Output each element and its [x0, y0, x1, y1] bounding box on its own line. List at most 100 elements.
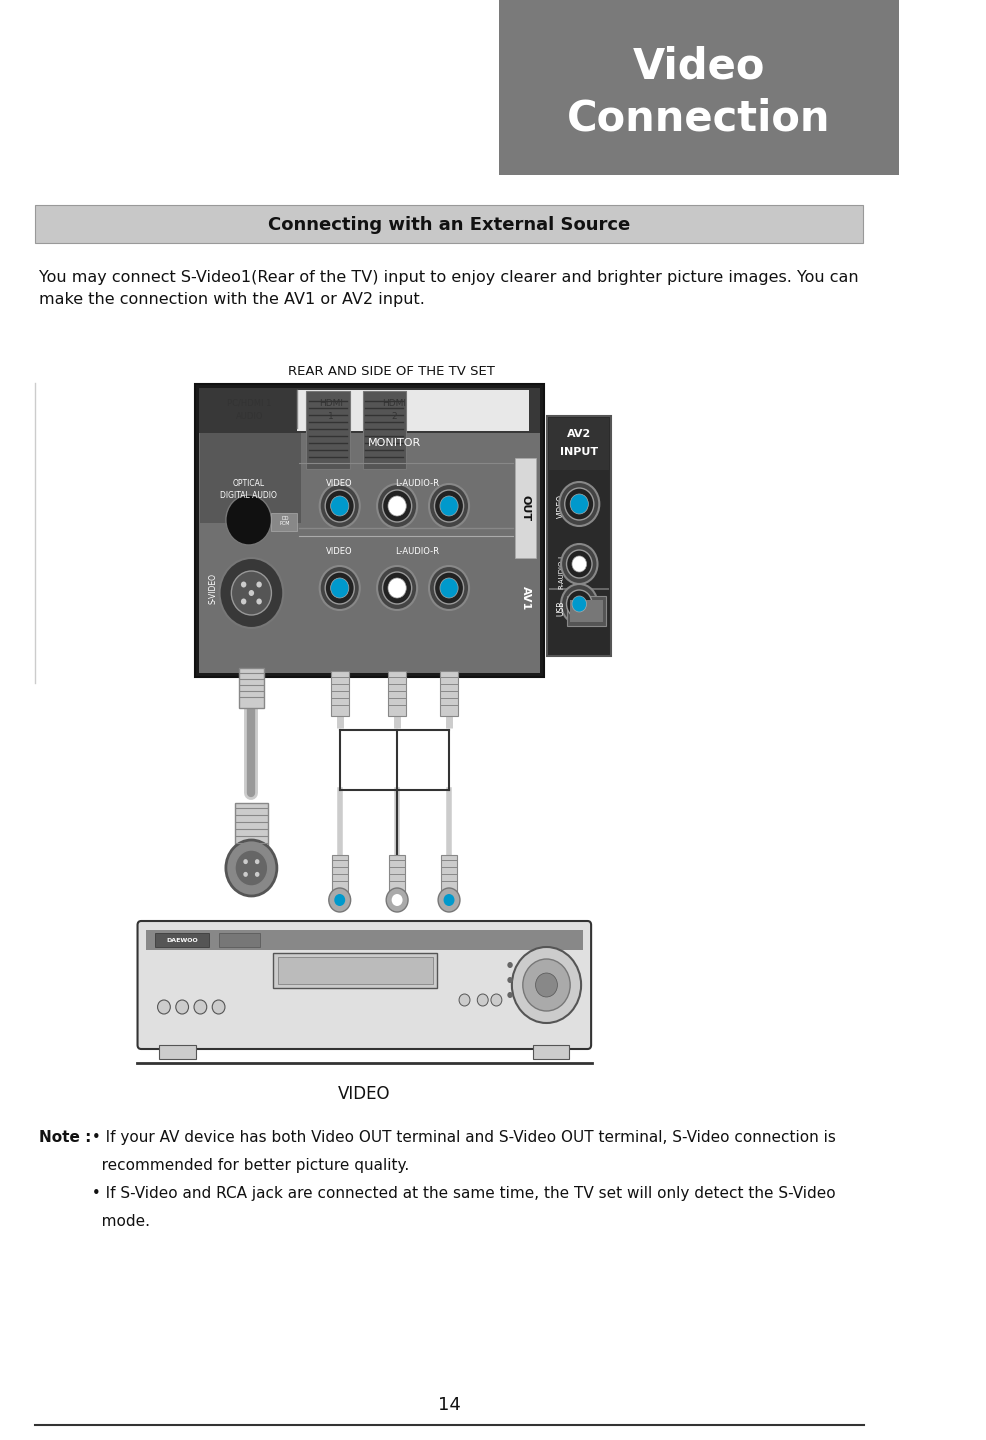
- Bar: [239, 668, 264, 708]
- Circle shape: [212, 999, 225, 1014]
- Circle shape: [194, 999, 206, 1014]
- Text: Video
Connection: Video Connection: [567, 46, 830, 140]
- Bar: [567, 596, 605, 626]
- Text: VIDEO: VIDEO: [338, 1084, 390, 1103]
- Circle shape: [256, 582, 261, 588]
- Bar: [330, 671, 348, 716]
- Text: AV1: AV1: [520, 586, 530, 611]
- Circle shape: [330, 495, 348, 516]
- Text: HDMI: HDMI: [318, 399, 342, 408]
- Text: L-AUDIO-R: L-AUDIO-R: [394, 478, 439, 488]
- Bar: [218, 933, 259, 948]
- Bar: [331, 855, 348, 893]
- Circle shape: [566, 590, 592, 618]
- Circle shape: [564, 488, 594, 520]
- Circle shape: [512, 948, 581, 1022]
- Circle shape: [440, 577, 458, 598]
- Circle shape: [507, 976, 513, 984]
- Bar: [306, 392, 349, 469]
- FancyBboxPatch shape: [137, 922, 591, 1048]
- Circle shape: [535, 973, 557, 996]
- Text: INPUT: INPUT: [560, 446, 598, 456]
- Bar: [387, 671, 406, 716]
- Text: VIDEO: VIDEO: [556, 494, 565, 518]
- Text: HDMI: HDMI: [382, 399, 406, 408]
- Circle shape: [235, 850, 267, 886]
- Circle shape: [231, 572, 271, 615]
- Bar: [570, 600, 602, 622]
- Circle shape: [244, 860, 247, 864]
- Text: L-AUDIO-R: L-AUDIO-R: [394, 547, 439, 556]
- Circle shape: [387, 577, 406, 598]
- Circle shape: [158, 999, 171, 1014]
- Text: OUT: OUT: [520, 495, 530, 521]
- Circle shape: [434, 490, 463, 523]
- Text: Note :: Note :: [39, 1130, 92, 1145]
- Text: AUDIO: AUDIO: [236, 412, 263, 420]
- Circle shape: [334, 894, 345, 906]
- Bar: [532, 1045, 569, 1058]
- Text: 1: 1: [327, 412, 333, 420]
- Text: Connecting with an External Source: Connecting with an External Source: [267, 216, 629, 235]
- Bar: [194, 384, 543, 677]
- Circle shape: [254, 860, 259, 864]
- Text: 14: 14: [437, 1395, 460, 1414]
- Circle shape: [458, 994, 469, 1007]
- Circle shape: [226, 840, 277, 896]
- Circle shape: [560, 544, 597, 585]
- Text: USB: USB: [556, 600, 565, 616]
- Circle shape: [386, 888, 407, 912]
- Bar: [146, 930, 583, 950]
- Text: MONITOR: MONITOR: [368, 438, 421, 448]
- Circle shape: [244, 871, 247, 877]
- Text: OPTICAL: OPTICAL: [233, 478, 264, 488]
- Text: DAEWOO: DAEWOO: [166, 937, 198, 943]
- Bar: [198, 433, 539, 672]
- Bar: [297, 390, 528, 431]
- Circle shape: [248, 590, 253, 596]
- Text: S-VIDEO: S-VIDEO: [208, 573, 217, 603]
- Circle shape: [319, 484, 360, 528]
- Circle shape: [566, 550, 592, 577]
- Circle shape: [383, 490, 411, 523]
- Circle shape: [383, 572, 411, 603]
- Text: VIDEO: VIDEO: [326, 478, 353, 488]
- Circle shape: [443, 894, 454, 906]
- Circle shape: [377, 566, 417, 611]
- Text: DD
PCM: DD PCM: [280, 516, 290, 527]
- Circle shape: [219, 557, 283, 628]
- Text: R-AUDIO-L: R-AUDIO-L: [557, 553, 563, 589]
- Bar: [441, 855, 457, 893]
- Circle shape: [391, 894, 402, 906]
- Circle shape: [254, 871, 259, 877]
- Circle shape: [434, 572, 463, 603]
- Circle shape: [429, 566, 468, 611]
- Text: PC/HDMI 1: PC/HDMI 1: [227, 399, 271, 408]
- Bar: [200, 433, 301, 523]
- Bar: [440, 671, 458, 716]
- Circle shape: [377, 484, 417, 528]
- Bar: [273, 953, 437, 988]
- Text: VIDEO: VIDEO: [326, 547, 353, 556]
- Bar: [271, 513, 297, 531]
- Circle shape: [477, 994, 488, 1007]
- Circle shape: [440, 495, 458, 516]
- Circle shape: [570, 494, 588, 514]
- Circle shape: [572, 556, 586, 572]
- Bar: [547, 416, 610, 657]
- Bar: [159, 1045, 195, 1058]
- Circle shape: [241, 582, 246, 588]
- Circle shape: [256, 599, 261, 605]
- Bar: [548, 588, 608, 590]
- Circle shape: [429, 484, 468, 528]
- Circle shape: [226, 495, 271, 544]
- Text: 2: 2: [391, 412, 396, 420]
- Circle shape: [572, 596, 586, 612]
- Circle shape: [330, 577, 348, 598]
- Text: mode.: mode.: [87, 1214, 149, 1228]
- Text: You may connect S-Video1(Rear of the TV) input to enjoy clearer and brighter pic: You may connect S-Video1(Rear of the TV)…: [39, 271, 858, 307]
- Bar: [388, 855, 405, 893]
- Bar: [548, 418, 608, 469]
- Circle shape: [438, 888, 459, 912]
- Circle shape: [319, 566, 360, 611]
